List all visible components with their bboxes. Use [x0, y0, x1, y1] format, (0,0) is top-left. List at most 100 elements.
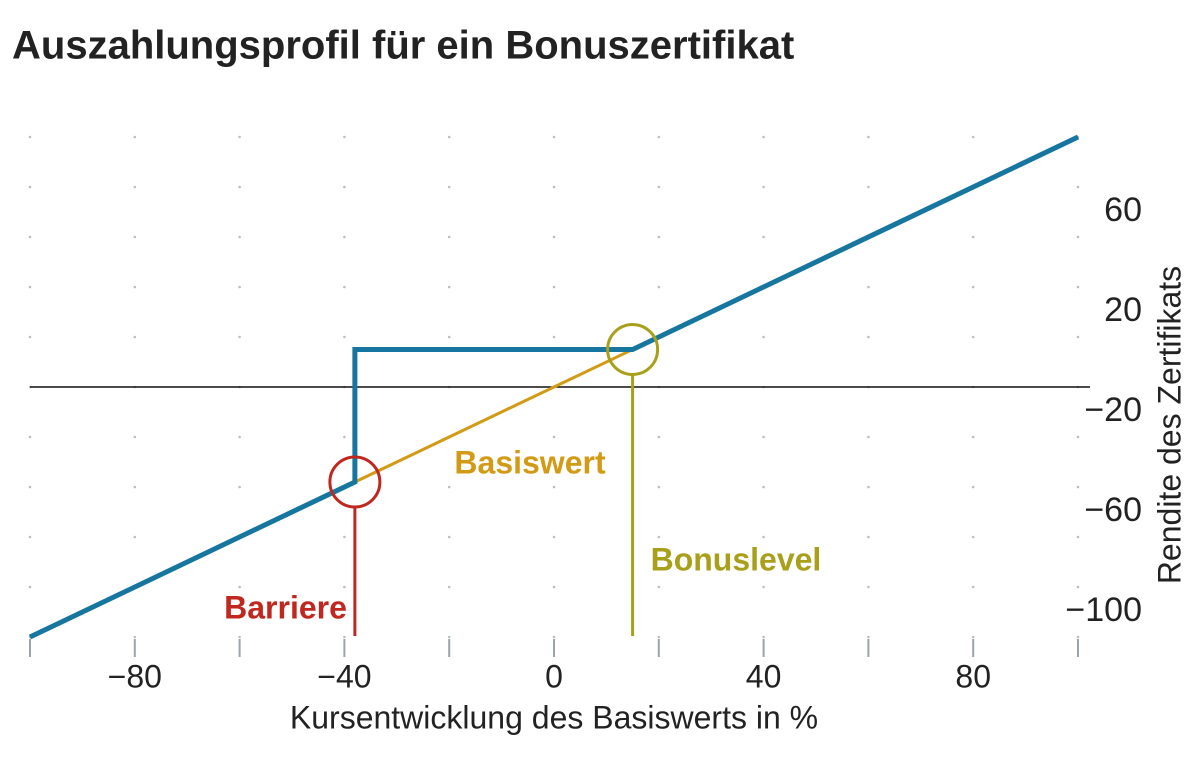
grid-dot	[867, 635, 870, 639]
grid-dot	[971, 635, 975, 639]
grid-dot	[238, 235, 241, 239]
grid-dot	[238, 485, 241, 489]
grid-dot	[447, 585, 451, 589]
grid-dot	[552, 635, 556, 639]
grid-dot	[657, 535, 661, 539]
grid-dot	[657, 135, 661, 139]
grid-dot	[657, 185, 661, 189]
grid-dot	[971, 435, 975, 439]
grid-dot	[28, 285, 32, 289]
grid-dot	[762, 135, 765, 139]
chart-title: Auszahlungsprofil für ein Bonuszertifika…	[12, 24, 794, 68]
grid-dot	[447, 335, 451, 339]
x-tick-label: −80	[108, 658, 162, 694]
grid-dot	[447, 535, 451, 539]
grid-dot	[28, 585, 32, 589]
grid-dot	[971, 135, 975, 139]
line	[28, 134, 1080, 640]
grid-dot	[133, 485, 137, 489]
grid-dot	[867, 285, 870, 289]
grid-dot	[1076, 335, 1080, 339]
grid-dot	[343, 185, 346, 189]
grid-dot	[971, 585, 975, 589]
grid-dot	[447, 485, 451, 489]
grid-dot	[447, 635, 451, 639]
grid-dot	[28, 435, 32, 439]
y-tick-label: −20	[1084, 391, 1142, 429]
y-tick-label: 20	[1104, 291, 1142, 329]
grid-dot	[657, 485, 661, 489]
grid-dot	[1076, 235, 1080, 239]
grid-dot	[28, 135, 32, 139]
grid-dot	[867, 135, 870, 139]
grid-dot	[552, 435, 556, 439]
grid-dot	[657, 585, 661, 589]
grid-dot	[343, 335, 346, 339]
marker-label: Bonuslevel	[651, 541, 822, 577]
grid-dot	[133, 535, 137, 539]
grid-dot	[28, 235, 32, 239]
grid-dot	[343, 435, 346, 439]
grid-dot	[762, 585, 765, 589]
grid-dot	[552, 135, 556, 139]
y-axis-title: Rendite des Zertifikats	[1151, 266, 1187, 584]
x-tick-label: −40	[317, 658, 371, 694]
grid-dot	[28, 335, 32, 339]
x-tick-label: 80	[955, 658, 991, 694]
grid-dot	[762, 335, 765, 339]
grid-dot	[971, 535, 975, 539]
marker-label: Barriere	[224, 589, 347, 625]
grid-dot	[552, 585, 556, 589]
grid-dot	[447, 135, 451, 139]
grid-dot	[762, 635, 765, 639]
grid-dot	[552, 535, 556, 539]
grid-dot	[552, 485, 556, 489]
grid-dot	[1076, 185, 1080, 189]
y-tick-label: −60	[1084, 491, 1142, 529]
grid-dot	[133, 335, 137, 339]
x-tick-label: 40	[746, 658, 782, 694]
grid-dot	[1076, 435, 1080, 439]
grid-dot	[238, 185, 241, 189]
y-tick-label: −100	[1065, 591, 1142, 629]
grid-dot	[447, 185, 451, 189]
grid-dot	[343, 585, 346, 589]
grid-dot	[657, 235, 661, 239]
grid-dot	[343, 285, 346, 289]
marker-circle	[328, 455, 382, 509]
grid-dot	[238, 435, 241, 439]
grid-dot	[971, 485, 975, 489]
grid-dot	[867, 185, 870, 189]
x-axis-title: Kursentwicklung des Basiswerts in %	[290, 699, 818, 735]
grid-dot	[867, 535, 870, 539]
grid-dot	[343, 535, 346, 539]
grid-dot	[552, 235, 556, 239]
grid-dot	[657, 635, 661, 639]
grid-dot	[657, 435, 661, 439]
grid-dot	[552, 185, 556, 189]
grid-dot	[447, 285, 451, 289]
grid-dot	[762, 185, 765, 189]
grid-dot	[238, 135, 241, 139]
grid-dot	[133, 435, 137, 439]
grid-dot	[1076, 285, 1080, 289]
grid-dot	[28, 185, 32, 189]
grid-dot	[133, 285, 137, 289]
grid-dot	[1076, 585, 1080, 589]
grid-dot	[552, 335, 556, 339]
series-label: Basiswert	[454, 444, 606, 480]
grid-dot	[133, 185, 137, 189]
grid-dot	[867, 335, 870, 339]
grid-dot	[762, 235, 765, 239]
grid-dot	[867, 585, 870, 589]
grid-dot	[238, 285, 241, 289]
grid-dot	[133, 235, 137, 239]
grid-dot	[28, 535, 32, 539]
grid-dot	[447, 235, 451, 239]
x-tick-label: 0	[545, 658, 563, 694]
grid-dot	[133, 135, 137, 139]
marker-circle	[606, 323, 660, 376]
grid-dot	[238, 335, 241, 339]
grid-dot	[1076, 535, 1080, 539]
